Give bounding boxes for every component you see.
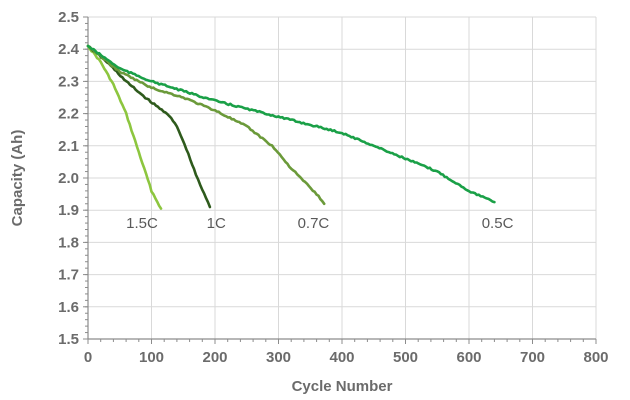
y-tick-label: 2.3	[58, 73, 79, 90]
series-line-0-5c	[86, 44, 496, 204]
x-tick-label: 600	[456, 349, 481, 366]
x-tick-label: 300	[266, 349, 291, 366]
y-tick-label: 1.6	[58, 299, 79, 316]
x-tick-label: 800	[583, 349, 608, 366]
y-tick-label: 2.4	[58, 41, 80, 58]
series-line-1-5c	[86, 44, 163, 210]
y-tick-label: 2.2	[58, 106, 79, 123]
series-label: 1.5C	[126, 215, 158, 232]
gridlines	[88, 16, 597, 339]
x-tick-label: 400	[329, 349, 354, 366]
y-tick-label: 1.8	[58, 234, 79, 251]
series	[86, 44, 496, 210]
series-label: 0.7C	[298, 215, 330, 232]
labels: 0 100 200 300 400 500 600 700 800 1.5 1.6 1.7 1.8 1.9…	[58, 9, 608, 366]
y-tick-label: 1.7	[58, 267, 79, 284]
axes	[83, 16, 597, 344]
series-line-0-7c	[86, 44, 326, 206]
x-tick-label: 100	[139, 349, 164, 366]
series-label: 0.5C	[482, 215, 514, 232]
x-tick-label: 0	[84, 349, 92, 366]
y-tick-label: 1.9	[58, 202, 79, 219]
y-tick-label: 2.1	[58, 138, 79, 155]
y-tick-label: 2.0	[58, 170, 79, 187]
x-tick-label: 200	[202, 349, 227, 366]
series-label: 1C	[207, 215, 226, 232]
y-tick-label: 2.5	[58, 9, 79, 26]
y-tick-label: 1.5	[58, 331, 79, 348]
x-tick-label: 500	[393, 349, 418, 366]
x-tick-label: 700	[520, 349, 545, 366]
x-axis-title: Cycle Number	[292, 378, 393, 395]
y-axis-title: Capacity (Ah)	[9, 130, 26, 227]
